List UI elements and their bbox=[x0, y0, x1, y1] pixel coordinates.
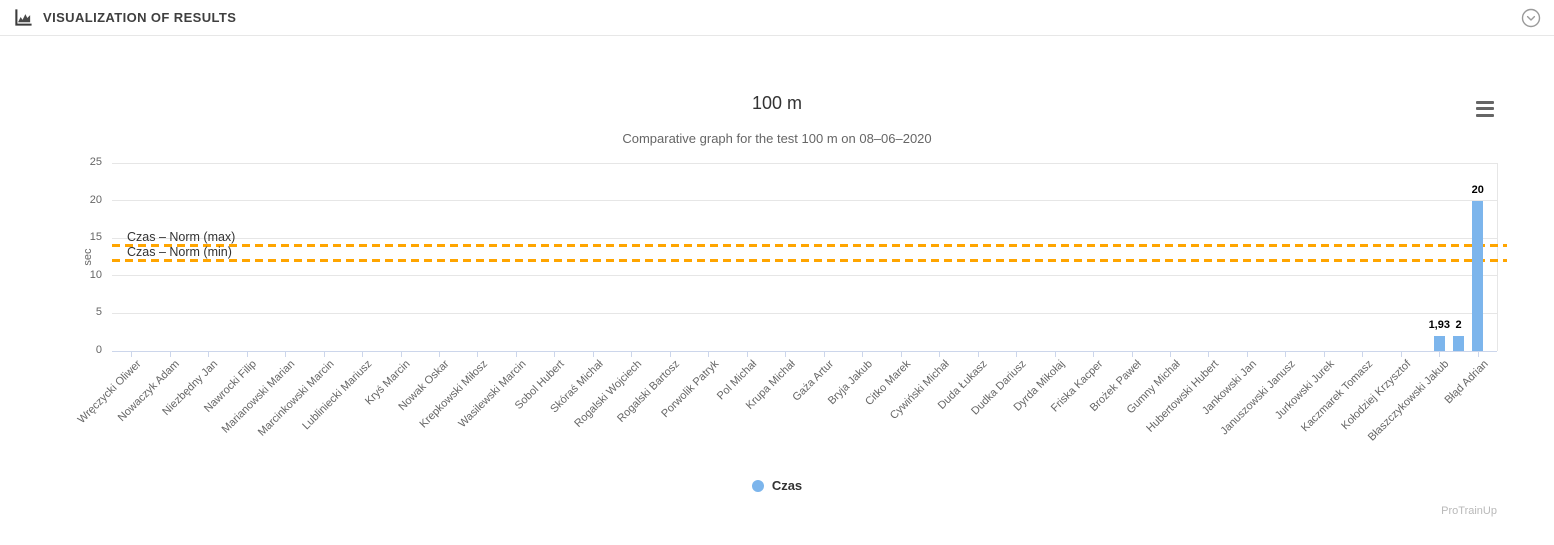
x-axis-tick bbox=[1016, 352, 1018, 357]
bar-czas[interactable] bbox=[1433, 336, 1445, 351]
x-axis-tick bbox=[246, 352, 248, 357]
x-axis-tick bbox=[592, 352, 594, 357]
x-axis-category-label: Kaczmarek Tomasz bbox=[1298, 358, 1375, 435]
norm-line-min bbox=[112, 259, 1507, 263]
norm-line-max bbox=[112, 244, 1507, 248]
x-axis-category-label: Hubertowski Hubert bbox=[1144, 358, 1221, 435]
x-axis-tick bbox=[1093, 352, 1095, 357]
x-axis-tick bbox=[169, 352, 171, 357]
bar-czas[interactable] bbox=[1472, 200, 1484, 351]
x-axis-tick bbox=[1169, 352, 1171, 357]
chart-subtitle: Comparative graph for the test 100 m on … bbox=[622, 131, 932, 146]
y-axis-tick-label: 20 bbox=[89, 193, 102, 206]
plot-right-border bbox=[1497, 163, 1498, 351]
x-axis-category-label: Wasilewski Marcin bbox=[456, 358, 529, 431]
x-axis-tick bbox=[477, 352, 479, 357]
x-axis-category-label: Rogalski Wojciech bbox=[571, 358, 644, 430]
x-axis-tick bbox=[631, 352, 633, 357]
x-axis-tick bbox=[400, 352, 402, 357]
y-gridline bbox=[112, 162, 1497, 164]
bar-value-label: 2 bbox=[1455, 318, 1462, 331]
y-gridline bbox=[112, 200, 1497, 202]
x-axis-tick bbox=[1208, 352, 1210, 357]
x-axis-tick bbox=[746, 352, 748, 357]
y-gridline bbox=[112, 312, 1497, 314]
x-axis-tick bbox=[323, 352, 325, 357]
y-axis-tick-label: 5 bbox=[95, 306, 102, 319]
y-axis-tick-label: 15 bbox=[89, 231, 102, 244]
y-axis-tick-label: 10 bbox=[89, 268, 102, 281]
x-axis-category-label: Krepkowski Miłosz bbox=[417, 358, 490, 431]
x-axis-tick bbox=[1054, 352, 1056, 357]
x-axis-tick bbox=[1439, 352, 1441, 357]
x-axis-tick bbox=[862, 352, 864, 357]
x-axis-category-label: Kołodziej Krzysztof bbox=[1339, 358, 1414, 433]
hamburger-icon-bar bbox=[1476, 113, 1494, 117]
x-axis-category-label: Marianowski Marian bbox=[219, 358, 298, 436]
bar-value-label: 20 bbox=[1471, 183, 1484, 196]
x-axis-tick bbox=[823, 352, 825, 357]
chart-title: 100 m bbox=[751, 93, 803, 113]
x-axis-category-label: Lubliniecki Mariusz bbox=[300, 358, 375, 433]
x-axis-tick bbox=[1246, 352, 1248, 357]
legend-marker-icon bbox=[751, 479, 764, 492]
x-axis-tick bbox=[1477, 352, 1479, 357]
y-axis-tick-label: 0 bbox=[95, 344, 102, 356]
x-axis-tick bbox=[1400, 352, 1402, 357]
x-axis-tick bbox=[900, 352, 902, 357]
x-axis-tick bbox=[1362, 352, 1364, 357]
chevron-down-circle-icon bbox=[1520, 7, 1542, 32]
legend-item-czas[interactable]: Czas bbox=[751, 478, 803, 493]
watermark: ProTrainUp bbox=[1441, 505, 1497, 517]
x-axis-category-label: Januszowski Janusz bbox=[1218, 358, 1298, 438]
x-axis-tick bbox=[285, 352, 287, 357]
panel-title: VISUALIZATION OF RESULTS bbox=[43, 10, 237, 25]
x-axis-tick bbox=[131, 352, 133, 357]
bar-czas[interactable] bbox=[1453, 335, 1465, 351]
x-axis-tick bbox=[708, 352, 710, 357]
hamburger-icon-bar bbox=[1476, 107, 1494, 110]
x-axis-tick bbox=[208, 352, 210, 357]
legend-label: Czas bbox=[771, 478, 803, 493]
chart-context-menu-button[interactable] bbox=[1474, 98, 1496, 119]
x-axis-tick bbox=[1323, 352, 1325, 357]
x-axis-tick bbox=[515, 352, 517, 357]
hamburger-icon-bar bbox=[1476, 100, 1494, 104]
results-chart-icon bbox=[14, 8, 33, 27]
norm-line-label: Czas – Norm (max) bbox=[127, 229, 236, 244]
bar-value-label: 1,93 bbox=[1428, 319, 1450, 332]
y-axis-tick-label: 25 bbox=[89, 156, 102, 168]
x-axis-category-label: Wręczycki Oliwer bbox=[75, 358, 144, 426]
x-axis-tick bbox=[439, 352, 440, 357]
x-axis-tick bbox=[1285, 352, 1287, 357]
x-axis-tick bbox=[977, 352, 979, 357]
y-gridline bbox=[112, 237, 1497, 239]
x-axis-tick bbox=[362, 352, 364, 357]
x-axis-tick bbox=[554, 352, 556, 357]
x-axis-tick bbox=[939, 352, 941, 357]
x-axis-tick bbox=[669, 352, 671, 357]
x-axis-line bbox=[112, 351, 1497, 352]
collapse-panel-button[interactable] bbox=[1520, 7, 1542, 32]
x-axis-tick bbox=[1131, 352, 1133, 357]
y-axis-title: sec bbox=[82, 248, 94, 266]
chart-legend: Czas bbox=[0, 478, 1554, 493]
y-gridline bbox=[112, 275, 1497, 277]
norm-line-label: Czas – Norm (min) bbox=[127, 244, 232, 259]
panel-header: VISUALIZATION OF RESULTS bbox=[0, 0, 1554, 36]
x-axis-tick bbox=[785, 352, 787, 357]
